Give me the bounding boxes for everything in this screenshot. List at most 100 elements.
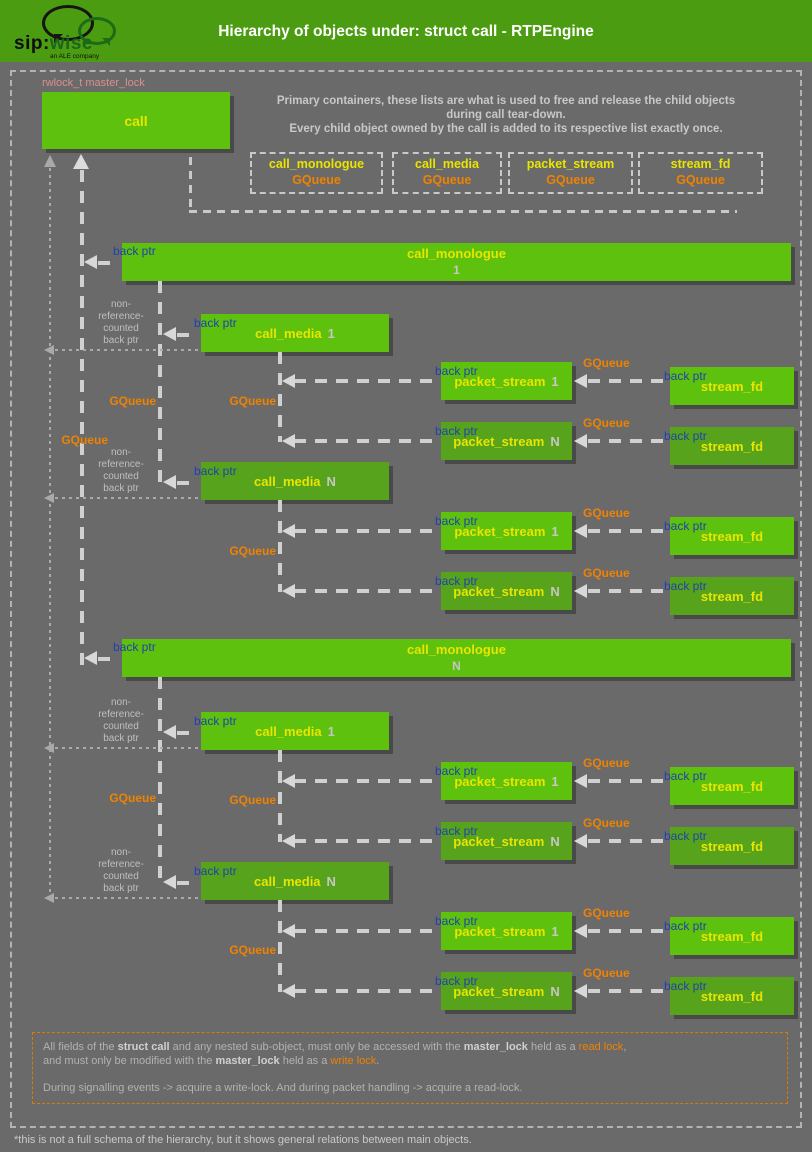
back-ptr-label: back ptr — [664, 519, 707, 533]
arrow-left-icon — [574, 984, 587, 998]
back-ptr-line — [294, 379, 441, 383]
box-suffix: 1 — [551, 373, 559, 389]
arrow-left-icon — [84, 255, 97, 269]
arrow-left-icon — [282, 584, 295, 598]
box-title: stream_fd — [700, 838, 764, 854]
note-segment: . — [376, 1055, 380, 1067]
note-segment: and must only be modified with the — [43, 1055, 216, 1067]
page-title: Hierarchy of objects under: struct call … — [218, 23, 594, 40]
note-segment: held as a — [279, 1055, 331, 1067]
note-segment-orange: read lock — [578, 1041, 624, 1053]
back-ptr-line — [98, 657, 114, 661]
arrow-left-icon — [282, 834, 295, 848]
nonref-line: back ptr — [103, 733, 139, 744]
nonref-backptr-label: non- reference- counted back ptr — [86, 847, 156, 895]
arrow-left-icon — [282, 524, 295, 538]
gqueue-label: GQueue — [109, 791, 156, 805]
diagram-frame — [10, 70, 802, 1128]
gqueue-label: GQueue — [229, 943, 276, 957]
call-monologue-n-box: call_monologue N — [122, 639, 791, 677]
box-suffix: N — [326, 473, 336, 489]
nonref-line: back ptr — [103, 335, 139, 346]
box-suffix: N — [550, 833, 560, 849]
back-ptr-label: back ptr — [435, 764, 478, 778]
back-ptr-label: back ptr — [435, 914, 478, 928]
arrow-left-icon — [282, 774, 295, 788]
nonref-backptr-label: non- reference- counted back ptr — [86, 299, 156, 347]
speech-bubble-tail-icon — [102, 38, 110, 46]
note-segment: , — [623, 1041, 627, 1053]
packet-stream-box: packet_stream N — [441, 972, 572, 1010]
box-suffix: N — [550, 583, 560, 599]
stream-gqueue-line — [278, 500, 282, 592]
gqueue-label: GQueue — [229, 544, 276, 558]
gqueue-label: GQueue — [583, 416, 630, 430]
packet-stream-box: packet_stream 1 — [441, 512, 572, 550]
media-gqueue-line — [158, 281, 162, 490]
lock-note-line1: All fields of the struct call and any ne… — [43, 1040, 777, 1054]
container-type: GQueue — [422, 173, 472, 187]
gqueue-line — [588, 589, 670, 593]
arrow-left-icon — [44, 743, 54, 753]
container-call-media: call_media GQueue — [392, 152, 502, 194]
back-ptr-line — [294, 989, 441, 993]
note-line: Primary containers, these lists are what… — [276, 95, 736, 107]
nonref-line: reference- — [98, 859, 144, 870]
gqueue-label: GQueue — [583, 356, 630, 370]
stream-fd-box: stream_fd — [670, 427, 794, 465]
back-ptr-label: back ptr — [664, 369, 707, 383]
back-ptr-line — [294, 839, 441, 843]
stream-fd-box: stream_fd — [670, 917, 794, 955]
back-ptr-label: back ptr — [435, 424, 478, 438]
stream-fd-box: stream_fd — [670, 827, 794, 865]
box-suffix: 1 — [551, 773, 559, 789]
note-segment: and any nested sub-object, must only be … — [169, 1041, 464, 1053]
nonref-line: counted — [103, 871, 139, 882]
back-ptr-label: back ptr — [435, 974, 478, 988]
note-segment: All fields of the — [43, 1041, 118, 1053]
arrow-left-icon — [574, 524, 587, 538]
container-stream-fd: stream_fd GQueue — [638, 152, 763, 194]
container-type: GQueue — [676, 173, 725, 187]
primary-containers-note: Primary containers, these lists are what… — [248, 94, 764, 136]
gqueue-line — [588, 439, 670, 443]
nonref-backptr-line — [55, 497, 201, 499]
container-name: stream_fd — [670, 157, 731, 171]
logo-text: sip:wise — [14, 33, 93, 55]
back-ptr-label: back ptr — [194, 714, 237, 728]
box-title: call_media — [255, 723, 322, 739]
back-ptr-line — [177, 333, 192, 337]
back-ptr-label: back ptr — [435, 824, 478, 838]
back-ptr-label: back ptr — [113, 640, 156, 654]
gqueue-label: GQueue — [229, 793, 276, 807]
gqueue-label: GQueue — [583, 506, 630, 520]
back-ptr-line — [294, 439, 441, 443]
containers-bracket-line — [189, 210, 737, 213]
nonref-line: counted — [103, 721, 139, 732]
call-box-label: call — [124, 112, 148, 129]
arrow-left-icon — [574, 434, 587, 448]
back-ptr-line — [177, 731, 192, 735]
nonref-line: non- — [110, 299, 131, 310]
call-media-box: call_media N — [201, 462, 389, 500]
gqueue-line — [588, 989, 670, 993]
packet-stream-box: packet_stream N — [441, 422, 572, 460]
arrow-left-icon — [163, 725, 176, 739]
nonref-line: back ptr — [103, 883, 139, 894]
back-ptr-line — [294, 779, 441, 783]
arrow-left-icon — [163, 875, 176, 889]
box-title: packet_stream — [454, 773, 546, 789]
gqueue-line — [588, 379, 670, 383]
arrow-left-icon — [282, 374, 295, 388]
back-ptr-label: back ptr — [194, 464, 237, 478]
lock-note-line3: During signalling events -> acquire a wr… — [43, 1082, 523, 1094]
gqueue-line — [588, 929, 670, 933]
nonref-line: counted — [103, 323, 139, 334]
call-monologue-1-box: call_monologue 1 — [122, 243, 791, 281]
back-ptr-label: back ptr — [113, 244, 156, 258]
packet-stream-box: packet_stream N — [441, 822, 572, 860]
arrow-left-icon — [84, 651, 97, 665]
stream-gqueue-line — [278, 900, 282, 992]
box-title: packet_stream — [453, 833, 545, 849]
back-ptr-label: back ptr — [664, 429, 707, 443]
